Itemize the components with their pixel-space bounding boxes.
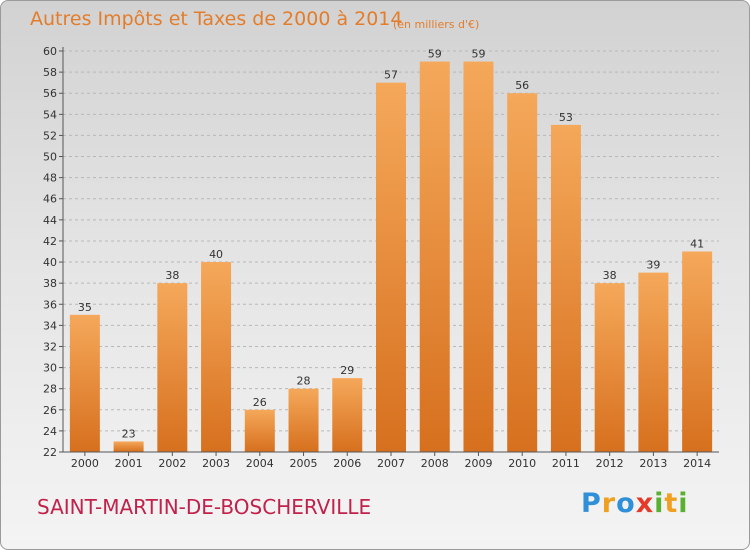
x-tick-label: 2005 [290, 457, 318, 470]
y-tick-label: 22 [43, 446, 57, 459]
chart-subtitle: (en milliers d'€) [393, 18, 480, 31]
bar-2004 [244, 409, 275, 452]
y-tick-label: 54 [43, 108, 57, 121]
x-tick-label: 2008 [421, 457, 449, 470]
y-tick-label: 52 [43, 129, 57, 142]
data-label-2001: 23 [122, 427, 136, 440]
y-tick-label: 50 [43, 151, 57, 164]
data-label-2012: 38 [603, 269, 617, 282]
data-label-2005: 28 [297, 375, 311, 388]
x-tick-label: 2012 [596, 457, 624, 470]
x-tick-label: 2009 [464, 457, 492, 470]
axes: 22 24 26 28 30 32 34 36 38 40 42 44 46 48 50 52 54 56 58 60… [43, 45, 719, 470]
bar-2006 [332, 378, 363, 452]
chart-title: Autres Impôts et Taxes de 2000 à 2014 [30, 8, 403, 30]
proxiti-logo: Proxiti [581, 488, 689, 519]
data-label-2003: 40 [209, 248, 223, 261]
y-tick-label: 56 [43, 87, 57, 100]
data-label-2007: 57 [384, 69, 398, 82]
x-tick-label: 2014 [683, 457, 711, 470]
data-label-2011: 53 [559, 111, 573, 124]
y-tick-label: 30 [43, 362, 57, 375]
x-tick-label: 2003 [202, 457, 230, 470]
bar-2010 [507, 93, 538, 453]
data-label-2010: 56 [515, 79, 529, 92]
bar-2002 [157, 283, 188, 452]
data-label-2000: 35 [78, 301, 92, 314]
data-label-2008: 59 [428, 48, 442, 61]
bar-2008 [419, 61, 450, 452]
y-tick-label: 42 [43, 235, 57, 248]
y-tick-label: 60 [43, 45, 57, 58]
data-label-2002: 38 [165, 269, 179, 282]
bar-2009 [463, 61, 494, 452]
x-tick-label: 2007 [377, 457, 405, 470]
bar-2012 [594, 283, 625, 452]
bar-2013 [638, 272, 669, 452]
y-tick-label: 34 [43, 319, 57, 332]
x-tick-label: 2002 [158, 457, 186, 470]
bar-2011 [550, 124, 581, 453]
bar-2000 [69, 314, 100, 452]
y-tick-label: 32 [43, 340, 57, 353]
data-label-2013: 39 [646, 259, 660, 272]
commune-name: SAINT-MARTIN-DE-BOSCHERVILLE [37, 495, 372, 519]
bar-2005 [288, 388, 319, 452]
data-labels: 35 23 38 40 26 28 29 57 59 59 56 53 38 39 41 [78, 48, 704, 441]
data-label-2009: 59 [471, 48, 485, 61]
data-label-2014: 41 [690, 238, 704, 251]
bars [69, 61, 713, 453]
y-tick-label: 24 [43, 425, 57, 438]
data-label-2004: 26 [253, 396, 267, 409]
x-tick-label: 2010 [508, 457, 536, 470]
x-tick-label: 2000 [71, 457, 99, 470]
y-tick-label: 28 [43, 383, 57, 396]
data-label-2006: 29 [340, 364, 354, 377]
y-tick-label: 46 [43, 193, 57, 206]
x-tick-label: 2004 [246, 457, 274, 470]
y-tick-label: 36 [43, 298, 57, 311]
y-tick-label: 44 [43, 214, 57, 227]
bar-2014 [682, 251, 713, 452]
y-tick-label: 40 [43, 256, 57, 269]
x-tick-label: 2013 [639, 457, 667, 470]
x-tick-label: 2001 [115, 457, 143, 470]
x-tick-label: 2006 [333, 457, 361, 470]
y-tick-label: 48 [43, 172, 57, 185]
bar-2001 [113, 441, 144, 452]
y-tick-label: 58 [43, 66, 57, 79]
bar-2003 [201, 262, 232, 452]
bar-2007 [376, 82, 406, 452]
y-tick-label: 38 [43, 277, 57, 290]
x-tick-label: 2011 [552, 457, 580, 470]
y-tick-label: 26 [43, 404, 57, 417]
